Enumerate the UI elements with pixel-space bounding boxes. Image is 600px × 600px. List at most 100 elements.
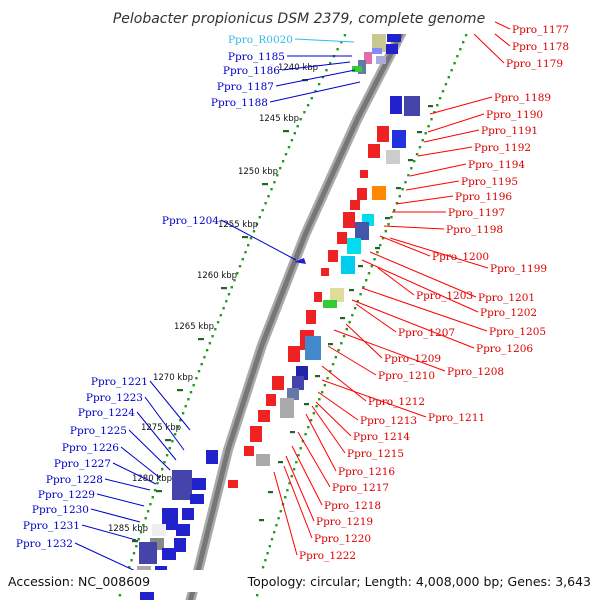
skew-dot (336, 48, 339, 51)
tick-mark (177, 389, 183, 392)
tick-label: 1260 kbp (197, 271, 237, 281)
leader-line (369, 251, 477, 298)
skew-dot (340, 41, 343, 44)
gene-feature (206, 450, 218, 464)
gene-feature (288, 346, 300, 362)
gene-label-left: Ppro_1204 (162, 215, 219, 227)
gene-feature (337, 232, 347, 244)
skew-dot (225, 300, 228, 303)
gene-labels: Ppro_R0020 Ppro_1185 Ppro_1186 Ppro_1187 Ppr… (16, 24, 569, 562)
tick-mark (283, 130, 289, 133)
leader-line (96, 493, 145, 507)
skew-dot (247, 244, 250, 247)
skew-dot (284, 496, 287, 499)
skew-dot (139, 531, 143, 534)
skew-dot (149, 503, 152, 506)
leader-line (269, 81, 361, 103)
leader-line (361, 259, 479, 313)
gene-label-right: Ppro_1209 (384, 353, 441, 365)
skew-dot (393, 209, 396, 212)
leader-line (409, 163, 467, 177)
gene-feature (352, 66, 362, 72)
skew-dot (295, 461, 298, 464)
skew-dot (249, 237, 253, 240)
skew-dot (401, 188, 404, 191)
skew-dot (277, 517, 280, 520)
gene-feature (328, 250, 338, 262)
skew-dot (398, 195, 401, 198)
gene-feature (321, 268, 329, 276)
skew-dot (275, 524, 278, 527)
skew-dot (381, 237, 385, 240)
gene-feature (350, 200, 360, 210)
track-dash (349, 289, 354, 292)
gene-label-right: Ppro_1197 (448, 207, 505, 219)
gene-label-right: Ppro_1189 (494, 92, 551, 104)
gene-feature (162, 548, 176, 560)
skew-dot (153, 489, 157, 492)
gene-feature (314, 292, 322, 302)
skew-dot (410, 167, 413, 170)
skew-dot (264, 559, 267, 562)
skew-dot (407, 174, 410, 177)
skew-dot (450, 69, 453, 72)
skew-dot (286, 489, 289, 492)
gene-feature (244, 446, 254, 456)
skew-dot (459, 48, 462, 51)
leader-line (120, 446, 161, 479)
gene-label-left: Ppro_1224 (78, 407, 135, 419)
skew-dot (379, 244, 382, 247)
gene-label-right: Ppro_1200 (432, 251, 489, 263)
gene-feature (256, 454, 270, 466)
topology-text: Topology: circular; Length: 4,008,000 bp… (247, 574, 591, 589)
leader-line (351, 299, 475, 349)
gene-feature (372, 48, 382, 54)
leader-line (90, 508, 141, 523)
tick-label: 1265 kbp (174, 322, 214, 332)
track-dash (375, 247, 380, 250)
skew-dot (433, 111, 436, 114)
skew-dot (241, 258, 244, 261)
gene-feature (323, 300, 337, 308)
leader-line (317, 391, 359, 421)
gene-feature (357, 188, 367, 200)
track-dash (290, 431, 295, 434)
skew-dot (287, 146, 291, 149)
track-dash (304, 403, 309, 406)
skew-dot (279, 510, 282, 513)
track-dash (328, 343, 333, 346)
gene-label-right: Ppro_1206 (476, 343, 533, 355)
leader-line (377, 267, 415, 296)
skew-dot (415, 153, 419, 156)
skew-dot (187, 398, 190, 401)
gene-label-left: Ppro_1229 (38, 489, 95, 501)
skew-dot (156, 482, 159, 485)
gene-feature (182, 508, 194, 520)
skew-dot (314, 90, 317, 93)
skew-dot (430, 118, 433, 121)
skew-dot (258, 216, 261, 219)
leader-line (417, 146, 473, 157)
gene-feature (368, 144, 380, 158)
accession-text: Accession: NC_008609 (8, 574, 150, 589)
skew-dot (438, 97, 442, 100)
leader-line (429, 96, 493, 115)
gene-label-right: Ppro_1216 (338, 466, 395, 478)
skew-dot (362, 286, 365, 289)
skew-dot (418, 146, 422, 149)
leader-line (327, 345, 377, 376)
gene-feature (258, 410, 270, 422)
skew-dot (276, 174, 279, 177)
skew-dot (184, 405, 187, 408)
gene-label-left: Ppro_R0020 (228, 34, 293, 46)
tick-mark (242, 236, 248, 239)
skew-dot (273, 531, 276, 534)
leader-line (220, 219, 297, 261)
skew-dot (373, 258, 376, 261)
gene-label-right: Ppro_1208 (447, 366, 504, 378)
gene-label-left: Ppro_1186 (223, 65, 280, 77)
tick-label: 1285 kbp (108, 524, 148, 534)
tick-label: 1250 kbp (238, 167, 278, 177)
skew-dot (273, 181, 276, 184)
